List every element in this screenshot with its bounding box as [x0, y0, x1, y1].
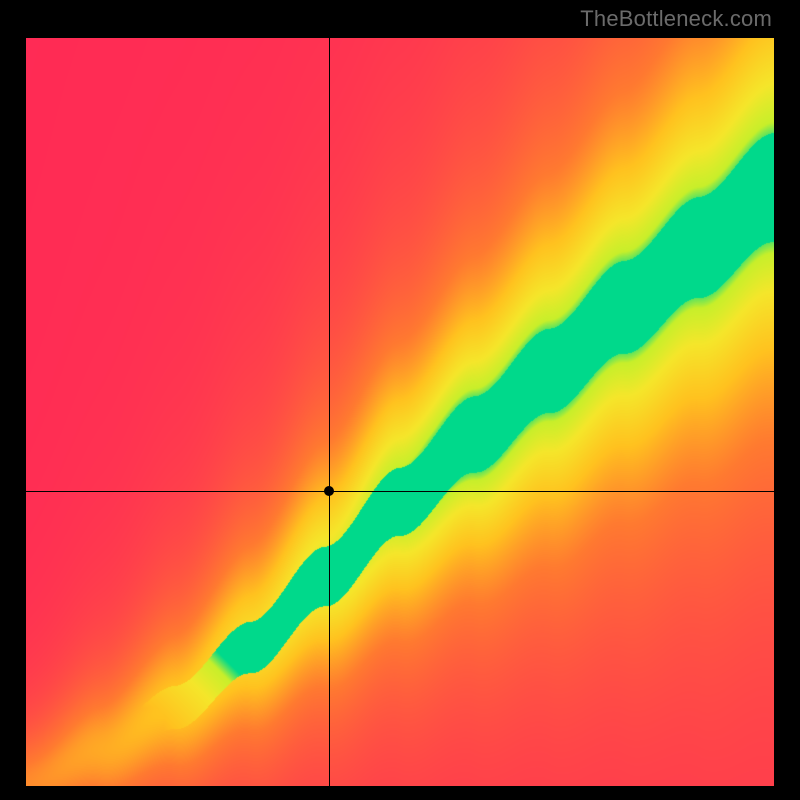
page-root: TheBottleneck.com: [0, 0, 800, 800]
heatmap-plot: [26, 38, 774, 786]
crosshair-vertical: [329, 38, 330, 786]
attribution-text: TheBottleneck.com: [580, 6, 772, 32]
crosshair-horizontal: [26, 491, 774, 492]
crosshair-dot: [324, 486, 334, 496]
heatmap-canvas: [26, 38, 774, 786]
